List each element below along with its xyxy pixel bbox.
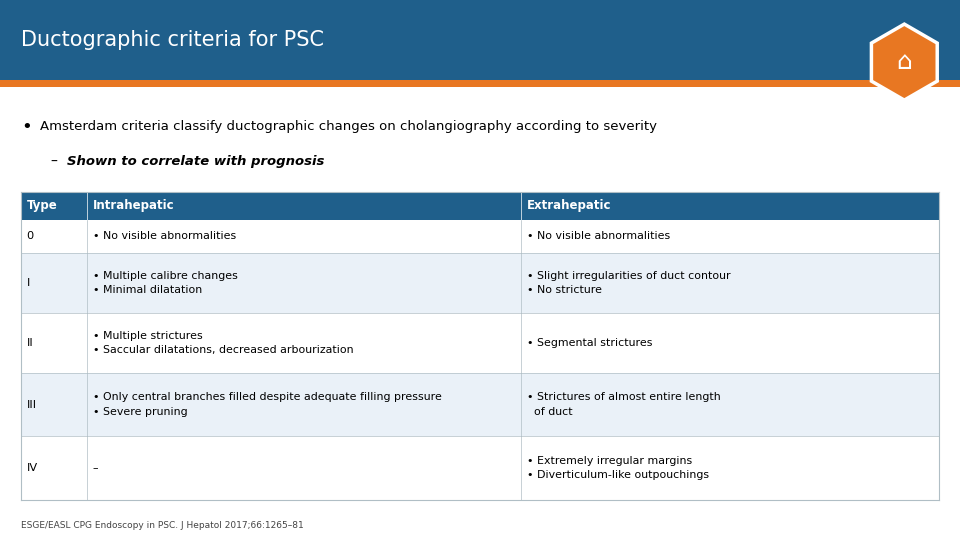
Text: –: – <box>93 463 98 473</box>
Bar <box>21 220 939 253</box>
Text: –: – <box>50 155 57 169</box>
Bar <box>21 192 939 220</box>
Text: Intrahepatic: Intrahepatic <box>93 199 175 212</box>
Bar <box>21 373 939 436</box>
Bar <box>21 436 939 500</box>
Bar <box>0 0 960 80</box>
Text: • Extremely irregular margins
• Diverticulum-like outpouchings: • Extremely irregular margins • Divertic… <box>527 456 708 480</box>
Bar <box>21 313 939 373</box>
Text: • Slight irregularities of duct contour
• No stricture: • Slight irregularities of duct contour … <box>527 271 731 295</box>
Text: II: II <box>27 338 34 348</box>
Text: Amsterdam criteria classify ductographic changes on cholangiography according to: Amsterdam criteria classify ductographic… <box>40 120 658 133</box>
Text: Shown to correlate with prognosis: Shown to correlate with prognosis <box>67 156 324 168</box>
Text: • Multiple calibre changes
• Minimal dilatation: • Multiple calibre changes • Minimal dil… <box>93 271 237 295</box>
Text: • No visible abnormalities: • No visible abnormalities <box>527 232 670 241</box>
Bar <box>21 253 939 313</box>
Text: Ductographic criteria for PSC: Ductographic criteria for PSC <box>21 30 324 50</box>
Polygon shape <box>872 24 937 100</box>
Text: • Strictures of almost entire length
  of duct: • Strictures of almost entire length of … <box>527 393 721 417</box>
Text: I: I <box>27 278 30 288</box>
Text: IV: IV <box>27 463 37 473</box>
Text: 0: 0 <box>27 232 34 241</box>
Text: • Multiple strictures
• Saccular dilatations, decreased arbourization: • Multiple strictures • Saccular dilatat… <box>93 331 353 355</box>
Text: Extrahepatic: Extrahepatic <box>527 199 612 212</box>
Text: ⌂: ⌂ <box>897 50 912 74</box>
Text: Type: Type <box>27 199 58 212</box>
Bar <box>0 80 960 87</box>
Text: • Segmental strictures: • Segmental strictures <box>527 338 652 348</box>
Text: ESGE/EASL CPG Endoscopy in PSC. J Hepatol 2017;66:1265–81: ESGE/EASL CPG Endoscopy in PSC. J Hepato… <box>21 521 304 530</box>
Text: • No visible abnormalities: • No visible abnormalities <box>93 232 236 241</box>
Text: • Only central branches filled despite adequate filling pressure
• Severe prunin: • Only central branches filled despite a… <box>93 393 442 417</box>
Text: •: • <box>21 118 32 136</box>
Text: III: III <box>27 400 36 410</box>
